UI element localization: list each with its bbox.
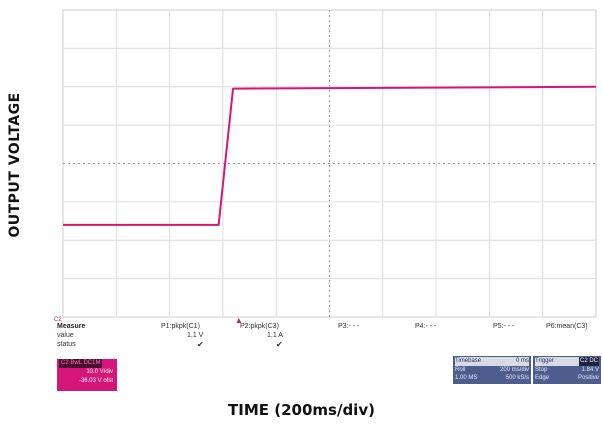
measurement-table: Measure value status P1:pkpk(C1) 1.1 V ✔… (57, 323, 603, 393)
channel-scale: 10.0 V/div (86, 369, 113, 375)
meas-header-p3: P3:- - - (338, 323, 360, 330)
trigger-slope: Positive (577, 375, 599, 381)
grid (63, 10, 596, 317)
channel-offset: -36.03 V ofst (78, 378, 113, 384)
timebase-samples: 1.00 MS (455, 375, 478, 381)
timebase-box[interactable]: Timebase 0 ms Roll 200 ms/div 1.00 MS 500 k… (453, 356, 531, 384)
trigger-source: C2 DC (578, 357, 599, 366)
measure-row-label: Measure (57, 323, 86, 330)
x-axis-label: TIME (200ms/div) (228, 401, 375, 419)
timebase-title: Timebase (455, 358, 482, 364)
meas-header-p4: P4:- - - (415, 323, 437, 330)
meas-header-p5: P5:- - - (493, 323, 515, 330)
trigger-title: Trigger (535, 358, 554, 364)
scope-chart: C2 (54, 9, 597, 323)
status-row-label: status (57, 341, 76, 348)
trigger-mode: Stop (535, 366, 548, 373)
trigger-level: 1.84 V (581, 366, 599, 373)
trigger-box[interactable]: Trigger C2 DC Stop 1.84 V Edge Positive (533, 356, 601, 384)
trace-line (63, 85, 597, 226)
channel-badge-title: C2 BwL DC1M (59, 359, 103, 368)
timebase-scale: 200 ms/div (499, 366, 529, 373)
meas-header-p1: P1:pkpk(C1) (161, 323, 200, 330)
meas-value-p2: 1.1 A (267, 332, 283, 339)
meas-status-p2: ✔ (276, 340, 283, 349)
meas-header-p6: P6:mean(C3) (546, 323, 588, 330)
channel-marker: C2 (54, 317, 62, 323)
trigger-type: Edge (535, 375, 550, 381)
trigger-marker (236, 318, 242, 323)
timebase-delay: 0 ms (515, 358, 529, 364)
meas-header-p2: P2:pkpk(C3) (240, 323, 279, 330)
timebase-rate: 500 kS/s (505, 375, 529, 381)
meas-status-p1: ✔ (197, 340, 204, 349)
timebase-mode: Roll (455, 366, 466, 373)
trace-group (63, 85, 597, 226)
channel-badge[interactable]: C2 BwL DC1M 10.0 V/div -36.03 V ofst (57, 359, 117, 391)
value-row-label: value (57, 332, 74, 339)
meas-value-p1: 1.1 V (187, 332, 204, 339)
